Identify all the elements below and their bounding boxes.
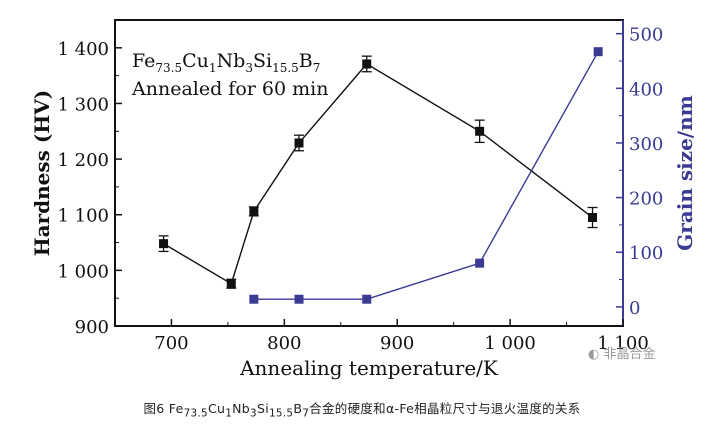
x-axis-label: Annealing temperature/K (239, 356, 499, 380)
right-axis-ticks: 0 100 200 300 400 500 (616, 25, 663, 319)
series-0-point-0 (159, 239, 169, 249)
x-tick-label-1: 800 (267, 333, 301, 354)
title-sub-fe: 73.5 (155, 61, 182, 75)
series-1-point-4 (593, 47, 603, 57)
series-1-point-1 (294, 294, 304, 304)
title-sub-cu: 1 (209, 61, 217, 75)
series-0-point-6 (588, 213, 598, 223)
right-tick-label-4: 400 (629, 79, 663, 100)
caption-sub-4: 15.5 (268, 407, 294, 420)
title-sub-si: 15.5 (272, 61, 299, 75)
series-1-point-2 (362, 294, 372, 304)
right-axis-label: Grain size/nm (673, 95, 697, 251)
series-0-point-2 (249, 206, 259, 216)
x-tick-label-4: 1 100 (597, 333, 649, 354)
caption-suffix: 合金的硬度和α-Fe相晶粒尺寸与退火温度的关系 (309, 401, 581, 416)
x-tick-label-3: 1 000 (484, 333, 536, 354)
right-tick-label-1: 100 (629, 243, 663, 264)
caption-si: Si (256, 401, 269, 416)
title-b: B (299, 50, 313, 72)
right-tick-label-5: 500 (629, 25, 663, 46)
x-axis-ticks: 700 800 900 1 000 1 100 (114, 319, 649, 354)
left-axis-ticks: 900 1 000 1 100 1 200 1 300 1 400 (57, 19, 122, 338)
series-0-point-1 (226, 279, 236, 289)
watermark: ◐ 非晶合金 (588, 343, 656, 362)
title-sub-b: 7 (313, 61, 321, 75)
series-0-point-3 (294, 138, 304, 148)
series-layer (158, 47, 603, 304)
watermark-text: 非晶合金 (603, 347, 656, 362)
series-1-point-0 (249, 294, 259, 304)
left-tick-label-1: 1 000 (57, 261, 109, 282)
series-0-point-5 (475, 126, 485, 136)
title-cu: Cu (182, 50, 209, 72)
figure-caption: 图6 Fe73.5Cu1Nb3Si15.5B7合金的硬度和α-Fe相晶粒尺寸与退… (0, 398, 724, 420)
left-tick-label-4: 1 300 (57, 94, 109, 115)
wechat-icon: ◐ (588, 347, 600, 362)
right-tick-label-3: 300 (629, 134, 663, 155)
left-axis-label: Hardness (HV) (30, 90, 54, 256)
x-tick-label-0: 700 (154, 333, 188, 354)
caption-cu: Cu (207, 401, 226, 416)
left-tick-label-3: 1 200 (57, 150, 109, 171)
title-fe: Fe (132, 50, 155, 72)
left-tick-label-5: 1 400 (57, 39, 109, 60)
caption-sub-2: 1 (225, 407, 233, 420)
caption-b: B (293, 401, 303, 416)
left-tick-label-2: 1 100 (57, 206, 109, 227)
title-si: Si (253, 50, 272, 72)
series-1-point-3 (475, 258, 485, 268)
left-tick-label-0: 900 (75, 317, 109, 338)
title-sub-nb: 3 (245, 61, 253, 75)
caption-sub-5: 7 (302, 407, 310, 420)
right-tick-label-0: 0 (629, 298, 640, 319)
caption-nb: Nb (232, 401, 251, 416)
right-tick-label-2: 200 (629, 189, 663, 210)
x-tick-label-2: 900 (380, 333, 414, 354)
caption-sub-1: 73.5 (183, 407, 208, 420)
chart-title-formula: Fe73.5Cu1Nb3Si15.5B7 (132, 50, 320, 75)
caption-prefix: 图6 Fe (143, 401, 184, 416)
chart-title-annealing: Annealed for 60 min (131, 78, 328, 100)
title-nb: Nb (217, 50, 246, 72)
series-0-point-4 (362, 59, 372, 69)
caption-sub-3: 3 (250, 407, 257, 420)
